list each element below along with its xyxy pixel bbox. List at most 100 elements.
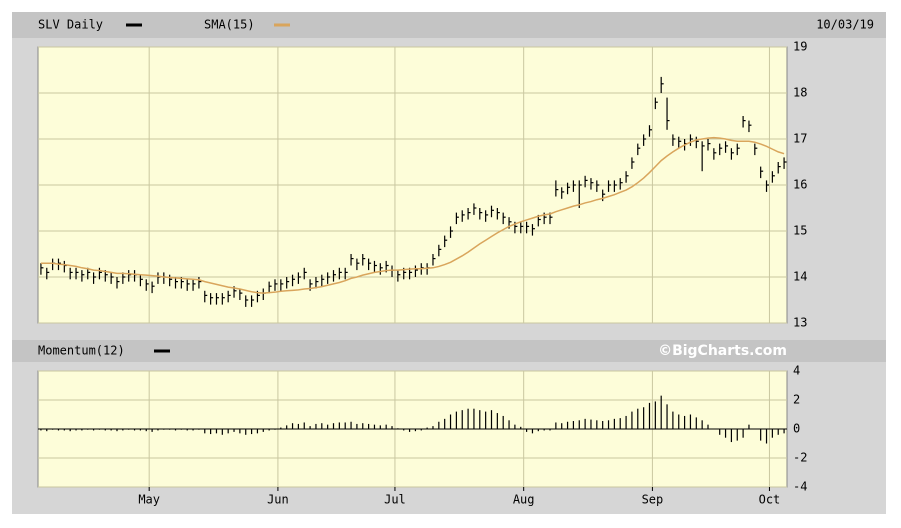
- momentum-bar: [455, 411, 457, 429]
- y-tick-label: 0: [793, 422, 800, 436]
- y-tick-label: 15: [793, 224, 807, 238]
- momentum-bar: [730, 429, 733, 443]
- momentum-bar: [204, 429, 206, 434]
- momentum-bar: [69, 429, 71, 432]
- momentum-bar: [245, 429, 247, 435]
- momentum-bar: [783, 429, 785, 434]
- momentum-bar: [321, 423, 323, 429]
- y-tick-label: -4: [793, 480, 807, 494]
- momentum-bar: [379, 425, 381, 429]
- momentum-bar: [426, 427, 428, 429]
- momentum-bar: [707, 424, 709, 429]
- y-tick-label: 17: [793, 132, 807, 146]
- momentum-bar: [502, 415, 504, 429]
- momentum-bar: [286, 425, 288, 429]
- momentum-bar: [221, 429, 223, 435]
- momentum-bar: [46, 429, 48, 432]
- momentum-bar: [373, 424, 376, 429]
- momentum-bar: [438, 421, 440, 429]
- middle-bar: [12, 340, 886, 362]
- momentum-bar: [549, 429, 551, 431]
- momentum-bar: [590, 419, 592, 429]
- momentum-bar: [192, 429, 194, 431]
- momentum-bar: [666, 404, 668, 429]
- momentum-bar: [760, 429, 762, 441]
- momentum-bar: [742, 429, 744, 438]
- momentum-bar: [385, 424, 387, 429]
- momentum-bar: [777, 429, 779, 435]
- momentum-bar: [508, 420, 510, 429]
- momentum-bar: [344, 422, 346, 429]
- momentum-bar: [303, 422, 305, 429]
- momentum-bar: [748, 424, 750, 429]
- legend-label: SLV Daily: [38, 18, 103, 32]
- momentum-bar: [268, 429, 270, 431]
- x-tick-label: Oct: [759, 493, 781, 507]
- header-bar: [12, 12, 886, 38]
- momentum-bar: [514, 424, 516, 429]
- momentum-bar: [531, 429, 534, 434]
- momentum-bar: [133, 429, 136, 431]
- y-tick-label: 4: [793, 364, 800, 378]
- momentum-bar: [724, 429, 727, 438]
- date-label: 10/03/19: [816, 18, 874, 32]
- momentum-bar: [327, 424, 329, 429]
- momentum-bar: [637, 408, 639, 429]
- momentum-bar: [566, 421, 569, 429]
- x-tick-label: Aug: [513, 493, 535, 507]
- legend-label: Momentum(12): [38, 344, 125, 358]
- momentum-bar: [338, 422, 340, 429]
- momentum-bar: [420, 429, 422, 431]
- y-tick-label: 2: [793, 393, 800, 407]
- momentum-bar: [332, 423, 335, 429]
- momentum-bar: [63, 429, 65, 431]
- momentum-bar: [227, 429, 229, 434]
- momentum-bar: [654, 401, 656, 429]
- momentum-bar: [145, 429, 147, 432]
- momentum-bar: [151, 429, 153, 432]
- momentum-bar: [309, 426, 311, 429]
- legend-label: SMA(15): [204, 18, 255, 32]
- y-tick-label: 19: [793, 40, 807, 54]
- momentum-bar: [689, 414, 692, 429]
- x-tick-label: Jun: [267, 493, 289, 507]
- momentum-bar: [174, 429, 177, 431]
- momentum-bar: [186, 429, 188, 431]
- momentum-bar: [765, 429, 768, 444]
- momentum-bar: [719, 429, 721, 435]
- momentum-bar: [473, 408, 475, 429]
- momentum-bar: [596, 420, 598, 429]
- momentum-bar: [578, 420, 580, 429]
- momentum-bar: [444, 418, 446, 429]
- momentum-bar: [350, 421, 352, 429]
- momentum-bar: [362, 423, 364, 429]
- y-tick-label: 16: [793, 178, 807, 192]
- y-tick-label: 14: [793, 270, 807, 284]
- momentum-bar: [75, 429, 77, 431]
- momentum-bar: [391, 426, 393, 429]
- momentum-bar: [40, 429, 42, 431]
- momentum-bar: [543, 429, 545, 431]
- momentum-bar: [239, 429, 241, 434]
- momentum-bar: [584, 418, 586, 429]
- momentum-bar: [139, 429, 142, 431]
- momentum-bar: [619, 418, 621, 429]
- x-tick-label: Sep: [642, 493, 664, 507]
- momentum-bar: [368, 423, 370, 429]
- x-tick-label: Jul: [384, 493, 406, 507]
- y-tick-label: -2: [793, 451, 807, 465]
- momentum-bar: [613, 418, 615, 429]
- momentum-bar: [256, 429, 259, 434]
- momentum-bar: [210, 429, 212, 435]
- momentum-bar: [449, 414, 452, 429]
- momentum-bar: [648, 402, 651, 429]
- momentum-bar: [555, 422, 557, 429]
- momentum-bar: [432, 426, 434, 429]
- momentum-bar: [233, 429, 235, 432]
- x-tick-label: May: [138, 493, 160, 507]
- momentum-bar: [356, 423, 358, 429]
- momentum-bar: [408, 429, 411, 432]
- momentum-bar: [479, 410, 481, 429]
- momentum-bar: [520, 426, 522, 429]
- momentum-bar: [771, 429, 773, 438]
